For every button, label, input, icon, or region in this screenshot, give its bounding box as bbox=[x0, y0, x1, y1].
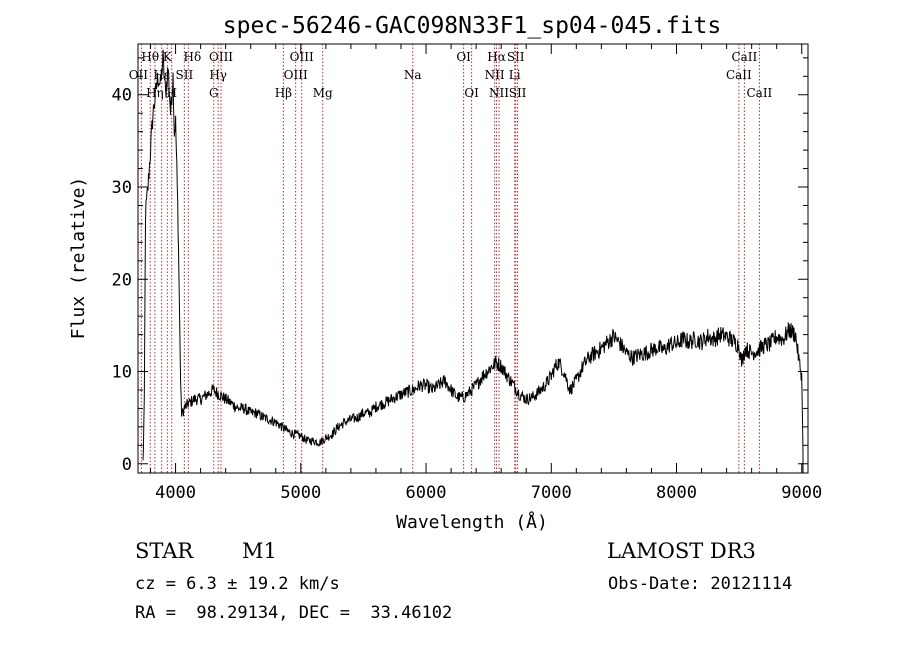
x-tick-label: 5000 bbox=[280, 483, 321, 503]
spectral-line-label: Na bbox=[404, 68, 422, 82]
spectral-line-label: NII bbox=[485, 68, 505, 82]
spectral-line-label: K bbox=[163, 50, 173, 64]
spectral-line-label: H bbox=[166, 86, 176, 100]
x-tick-label: 7000 bbox=[531, 483, 572, 503]
spectral-line-label: SII bbox=[175, 68, 193, 82]
spectral-line-label: Mg bbox=[313, 86, 333, 100]
spectral-line-label: Hβ bbox=[275, 86, 292, 100]
y-axis: 0 10 20 30 40 bbox=[112, 57, 808, 475]
y-axis-label: Flux (relative) bbox=[68, 177, 89, 340]
spectral-line-label: G bbox=[209, 86, 219, 100]
y-tick-label: 30 bbox=[112, 178, 132, 198]
x-tick-label: 9000 bbox=[781, 483, 822, 503]
spectral-line-label: Hθ bbox=[141, 50, 159, 64]
spectral-line-label: Hα bbox=[487, 50, 506, 64]
x-tick-label: 4000 bbox=[155, 483, 196, 503]
spectral-line-label: NII bbox=[489, 86, 509, 100]
spectral-line-label: CaII bbox=[726, 68, 752, 82]
x-tick-label: 8000 bbox=[656, 483, 697, 503]
y-tick-label: 20 bbox=[112, 270, 132, 290]
x-axis-label: Wavelength (Å) bbox=[396, 511, 548, 533]
spectral-line-label: OIII bbox=[209, 50, 233, 64]
spectrum-line bbox=[142, 49, 804, 473]
redshift-readout: cz = 6.3 ± 19.2 km/s bbox=[135, 574, 340, 594]
spectral-line-label: OIII bbox=[290, 50, 314, 64]
x-tick-label: 6000 bbox=[406, 483, 447, 503]
coordinates-readout: RA = 98.29134, DEC = 33.46102 bbox=[135, 603, 453, 623]
object-subclass: M1 bbox=[242, 539, 277, 563]
spectral-line-label: OIII bbox=[284, 68, 308, 82]
spectral-line-label: SII bbox=[509, 86, 527, 100]
spectral-line-label: OI bbox=[456, 50, 471, 64]
spectral-line-label: CaII bbox=[731, 50, 757, 64]
y-tick-label: 10 bbox=[112, 363, 132, 383]
spectrum-chart: spec-56246-GAC098N33F1_sp04-045.fits Hθ O… bbox=[68, 13, 822, 533]
spectral-line-label: SII bbox=[507, 50, 525, 64]
spectral-line-label: CaII bbox=[746, 86, 772, 100]
plot-frame bbox=[137, 43, 809, 474]
survey-name: LAMOST DR3 bbox=[607, 539, 756, 563]
y-tick-label: 40 bbox=[112, 86, 132, 106]
chart-title: spec-56246-GAC098N33F1_sp04-045.fits bbox=[223, 13, 722, 39]
spectral-line-label: OII bbox=[129, 68, 149, 82]
x-axis: 4000 5000 6000 7000 8000 9000 bbox=[150, 44, 822, 503]
observation-date: Obs-Date: 20121114 bbox=[608, 574, 793, 594]
spectral-line-label: Hγ bbox=[209, 68, 227, 82]
spectral-line-label: Hδ bbox=[183, 50, 201, 64]
spectral-line-label: Li bbox=[509, 68, 521, 82]
y-tick-label: 0 bbox=[122, 455, 132, 475]
spectral-line-label: OI bbox=[464, 86, 479, 100]
object-class: STAR bbox=[135, 539, 194, 563]
